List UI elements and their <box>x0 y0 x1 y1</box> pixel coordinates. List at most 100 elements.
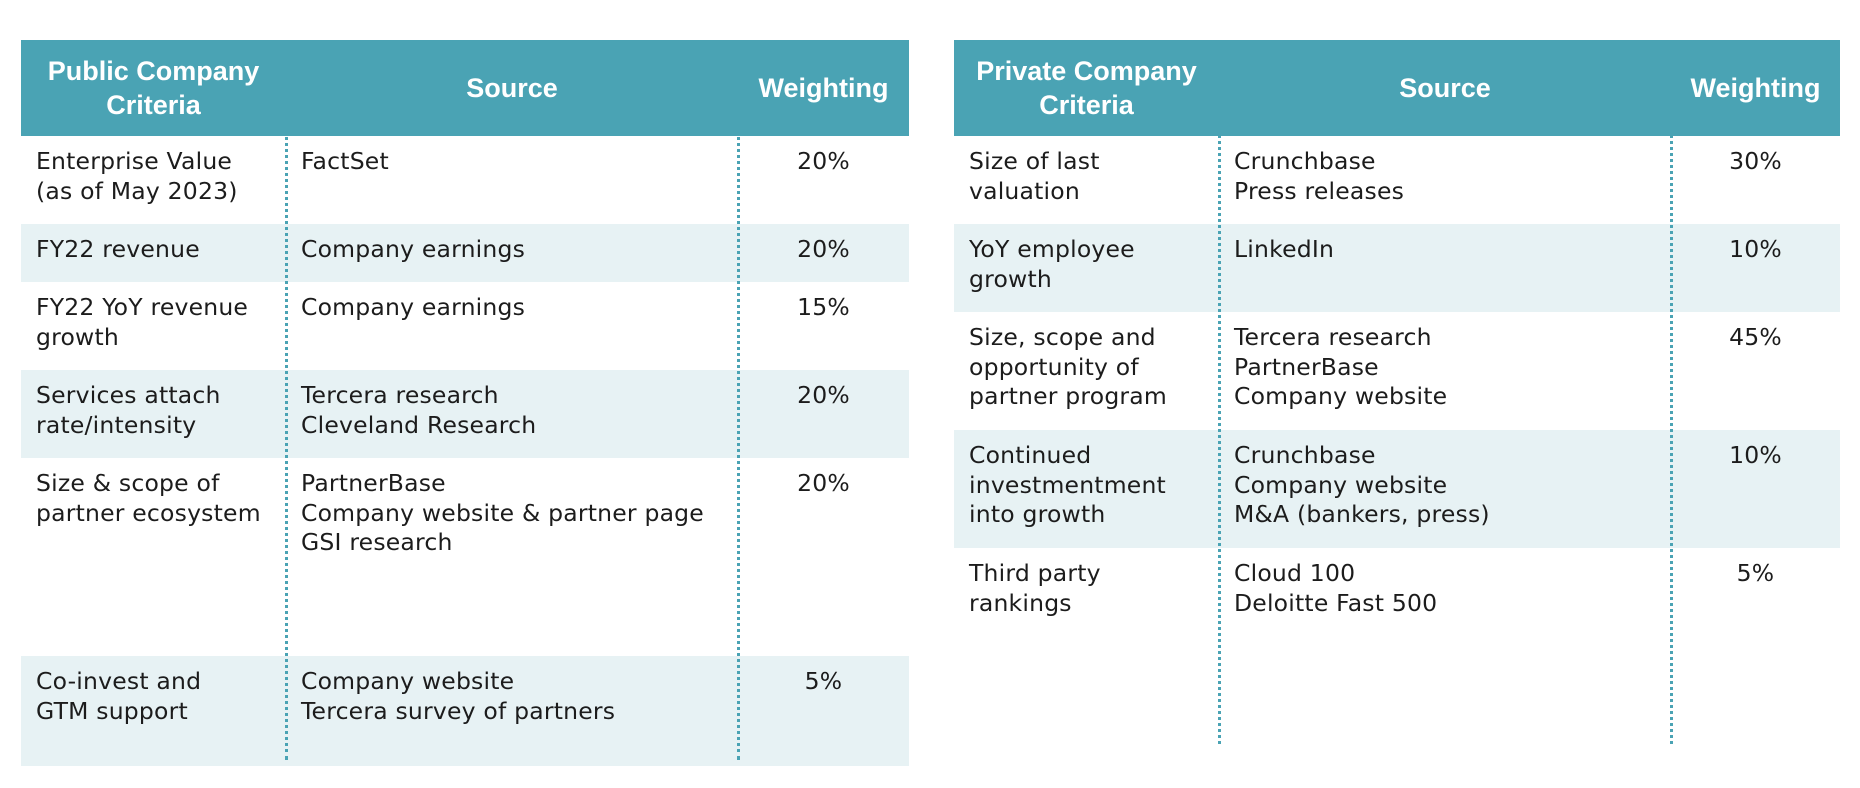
criteria-cell-line: YoY employee <box>969 235 1135 263</box>
source-cell-line: PartnerBase <box>1234 352 1379 381</box>
weighting-cell: 45% <box>1729 323 1782 351</box>
criteria-cell: Continued investmentment into growth <box>954 430 1219 548</box>
source-cell: Company earnings <box>286 282 738 370</box>
private-company-criteria-table: Private Company Criteria Source Weightin… <box>954 40 1840 748</box>
criteria-cell: Services attach rate/intensity <box>21 370 286 458</box>
source-cell: LinkedIn <box>1219 224 1671 312</box>
column-divider <box>737 40 740 760</box>
weighting-cell: 15% <box>797 293 850 321</box>
criteria-cell: FY22 revenue <box>21 224 286 282</box>
criteria-cell: Third party rankings <box>954 548 1219 748</box>
weighting-cell: 20% <box>797 235 850 263</box>
weighting-cell: 10% <box>1729 235 1782 263</box>
criteria-cell-line: Continued <box>969 441 1092 469</box>
criteria-cell-line: rate/intensity <box>36 410 197 439</box>
criteria-cell-line: FY22 revenue <box>36 235 200 263</box>
source-cell-line: Company website <box>1234 382 1448 410</box>
weighting-cell: 20% <box>797 381 850 409</box>
source-cell: Tercera research PartnerBase Company websi… <box>1219 312 1671 430</box>
criteria-cell-line: GTM support <box>36 696 188 725</box>
source-cell: Company earnings <box>286 224 738 282</box>
weighting-cell: 20% <box>797 147 850 175</box>
criteria-cell-line: FY22 YoY revenue <box>36 293 249 321</box>
header-criteria: Private Company Criteria <box>976 56 1197 120</box>
table-body: Enterprise Value (as of May 2023) FactSet 2… <box>21 136 909 766</box>
criteria-cell: YoY employee growth <box>954 224 1219 312</box>
source-cell-line: Company website <box>301 667 515 695</box>
table-row: Enterprise Value (as of May 2023) FactSet 2… <box>21 136 909 224</box>
criteria-cell: Co-invest and GTM support <box>21 656 286 766</box>
criteria-cell: Size & scope of partner ecosystem <box>21 458 286 656</box>
weighting-cell: 5% <box>804 667 843 695</box>
source-cell: Cloud 100 Deloitte Fast 500 <box>1219 548 1671 748</box>
criteria-cell-line: growth <box>969 264 1052 293</box>
source-cell-line: Crunchbase <box>1234 147 1376 175</box>
source-cell: Company website Tercera survey of partner… <box>286 656 738 766</box>
source-cell-line: FactSet <box>301 147 389 175</box>
column-divider <box>285 40 288 760</box>
source-cell-line: Company earnings <box>301 293 526 321</box>
criteria-cell-line: Size, scope and <box>969 323 1156 351</box>
source-cell-line: Tercera research <box>1234 323 1432 351</box>
source-cell-line: PartnerBase <box>301 469 446 497</box>
criteria-cell-line: Enterprise Value <box>36 147 233 175</box>
header-weighting: Weighting <box>1690 73 1821 103</box>
criteria-cell-line: partner ecosystem <box>36 498 261 527</box>
table-row: Services attach rate/intensity Tercera res… <box>21 370 909 458</box>
table-row: Size & scope of partner ecosystem PartnerB… <box>21 458 909 656</box>
criteria-cell-line: Services attach <box>36 381 221 409</box>
criteria-cell-line: Size & scope of <box>36 469 220 497</box>
source-cell: PartnerBase Company website & partner pag… <box>286 458 738 656</box>
table-row: Third party rankings Cloud 100 Deloitte Fas… <box>954 548 1840 748</box>
criteria-cell: Enterprise Value (as of May 2023) <box>21 136 286 224</box>
criteria-cell: Size, scope and opportunity of partner pro… <box>954 312 1219 430</box>
weighting-cell: 30% <box>1729 147 1782 175</box>
table-row: Co-invest and GTM support Company website T… <box>21 656 909 766</box>
weighting-cell: 5% <box>1736 559 1775 587</box>
table-row: YoY employee growth LinkedIn 10% <box>954 224 1840 312</box>
table-row: FY22 revenue Company earnings 20% <box>21 224 909 282</box>
criteria-cell-line: Third party <box>969 559 1101 587</box>
source-cell: Tercera research Cleveland Research <box>286 370 738 458</box>
column-divider <box>1218 40 1221 744</box>
criteria-cell-line: Size of last <box>969 147 1100 175</box>
source-cell: Crunchbase Company website M&A (bankers, p… <box>1219 430 1671 548</box>
criteria-cell-line: valuation <box>969 176 1080 205</box>
source-cell-line: Deloitte Fast 500 <box>1234 588 1438 617</box>
table-row: Size of last valuation Crunchbase Press rel… <box>954 136 1840 224</box>
weighting-cell: 20% <box>797 469 850 497</box>
source-cell-line: Crunchbase <box>1234 441 1376 469</box>
criteria-cell-line: growth <box>36 322 119 351</box>
criteria-cell-line: into growth <box>969 500 1106 528</box>
source-cell-line: LinkedIn <box>1234 235 1335 263</box>
source-cell-line: Company website <box>1234 470 1448 499</box>
criteria-cell-line: partner program <box>969 382 1167 410</box>
source-cell-line: Cleveland Research <box>301 410 537 439</box>
criteria-cell-line: opportunity of <box>969 352 1139 381</box>
table-header: Private Company Criteria Source Weightin… <box>954 40 1840 136</box>
header-weighting: Weighting <box>758 73 889 103</box>
source-cell-line: GSI research <box>301 528 453 556</box>
table-row: Continued investmentment into growth Crunch… <box>954 430 1840 548</box>
source-cell-line: Tercera research <box>301 381 499 409</box>
column-divider <box>1670 40 1673 744</box>
source-cell-line: M&A (bankers, press) <box>1234 500 1490 528</box>
source-cell-line: Cloud 100 <box>1234 559 1356 587</box>
source-cell-line: Company earnings <box>301 235 526 263</box>
table-header: Public Company Criteria Source Weighting <box>21 40 909 136</box>
source-cell: FactSet <box>286 136 738 224</box>
table-body: Size of last valuation Crunchbase Press rel… <box>954 136 1840 748</box>
criteria-cell-line: Co-invest and <box>36 667 202 695</box>
table-row: FY22 YoY revenue growth Company earnings 15… <box>21 282 909 370</box>
criteria-cell: Size of last valuation <box>954 136 1219 224</box>
header-source: Source <box>1399 73 1491 103</box>
criteria-cell-line: investmentment <box>969 470 1166 499</box>
public-company-criteria-table: Public Company Criteria Source Weighting… <box>21 40 909 766</box>
criteria-cell-line: rankings <box>969 588 1072 617</box>
header-criteria: Public Company Criteria <box>47 56 260 120</box>
source-cell-line: Company website & partner page <box>301 498 704 527</box>
header-source: Source <box>466 73 558 103</box>
source-cell-line: Press releases <box>1234 176 1405 205</box>
source-cell-line: Tercera survey of partners <box>301 696 616 725</box>
table-row: Size, scope and opportunity of partner pro… <box>954 312 1840 430</box>
